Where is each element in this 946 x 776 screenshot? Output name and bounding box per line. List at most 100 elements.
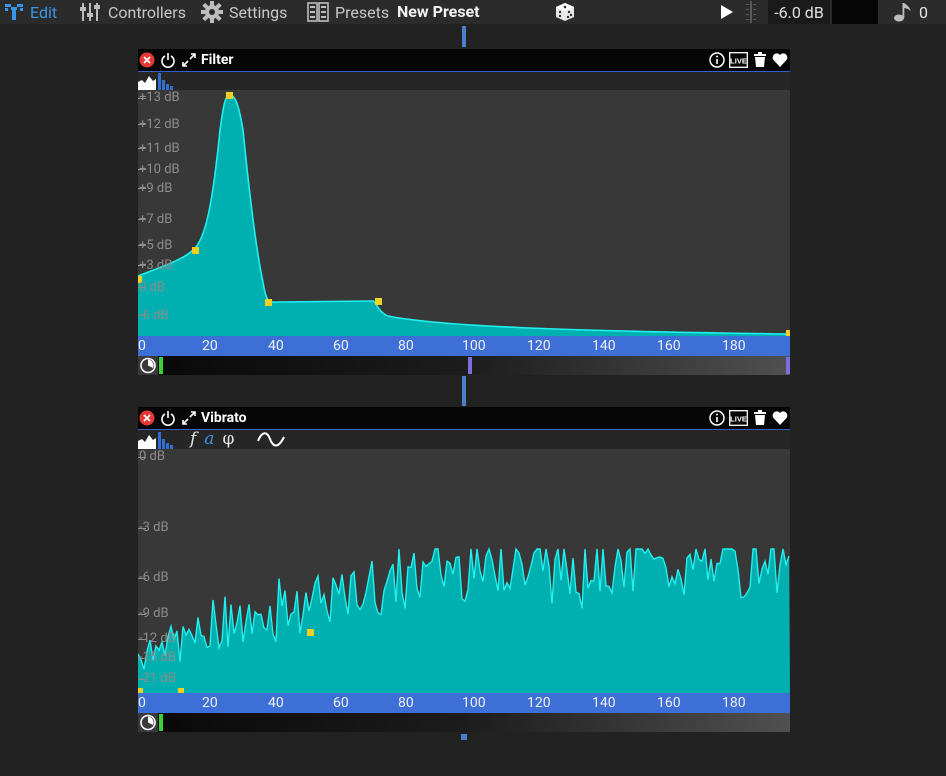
- settings-label: Settings: [229, 2, 288, 22]
- frequency-param-button[interactable]: f: [190, 429, 197, 449]
- vibrato-ytick: [138, 679, 146, 680]
- preset-name[interactable]: New Preset: [397, 2, 480, 21]
- phase-param-button[interactable]: φ: [222, 429, 235, 449]
- edit-label: Edit: [30, 2, 58, 22]
- favorite-icon[interactable]: [772, 52, 788, 68]
- expand-icon[interactable]: [181, 52, 197, 68]
- filter-curve[interactable]: [138, 90, 790, 336]
- vibrato-ytick: [138, 658, 146, 659]
- filter-ylabel: 0 dB: [139, 280, 165, 295]
- vibrato-ylabel: -21 dB: [139, 671, 176, 686]
- output-meter: [832, 0, 878, 24]
- dice-icon[interactable]: [555, 2, 575, 22]
- filter-footer[interactable]: [138, 356, 790, 375]
- close-icon[interactable]: [139, 410, 155, 426]
- chain-connector-top: [462, 26, 466, 47]
- filter-ytick: [138, 169, 146, 170]
- vibrato-curve-plot[interactable]: 0 dB -3 dB -6 dB -9 dB -12 dB -15 dB -21…: [138, 449, 790, 693]
- live-icon[interactable]: LIVE: [729, 52, 748, 68]
- filter-line: [138, 94, 790, 335]
- vibrato-ytick: [138, 457, 146, 458]
- play-icon[interactable]: [720, 4, 734, 20]
- filter-point-2[interactable]: [192, 247, 199, 254]
- gear-icon: [201, 1, 223, 23]
- close-icon[interactable]: [139, 52, 155, 68]
- vibrato-toolrow: f a φ: [138, 429, 790, 449]
- edit-tab[interactable]: Edit: [4, 0, 57, 24]
- vibrato-point-1[interactable]: [138, 688, 143, 693]
- vibrato-curve[interactable]: [138, 449, 790, 693]
- power-icon[interactable]: [160, 52, 176, 68]
- vibrato-point-3[interactable]: [307, 629, 314, 636]
- vibrato-module: Vibrato LIVE f a φ: [138, 407, 790, 733]
- vibrato-xlabel: 120: [527, 695, 551, 711]
- filter-ylabel: +12 dB: [139, 117, 180, 132]
- filter-xlabel: 20: [202, 338, 218, 354]
- trash-icon[interactable]: [752, 410, 768, 426]
- vibrato-xlabel: 180: [722, 695, 746, 711]
- filter-xlabel: 40: [268, 338, 284, 354]
- sine-wave-icon[interactable]: [256, 431, 286, 449]
- filter-point-4[interactable]: [265, 299, 272, 306]
- filter-area: [138, 95, 790, 336]
- filter-mid-marker[interactable]: [468, 357, 472, 374]
- vibrato-start-marker[interactable]: [159, 714, 163, 731]
- info-icon[interactable]: [709, 52, 725, 68]
- chain-connector-bottom[interactable]: [461, 734, 467, 740]
- filter-ytick: [138, 219, 146, 220]
- filter-module: Filter LIVE: [138, 49, 790, 376]
- vibrato-header: Vibrato LIVE: [138, 407, 790, 430]
- vibrato-ytick: [138, 639, 146, 640]
- timer-icon: [140, 714, 156, 731]
- filter-ytick: [138, 265, 146, 266]
- vibrato-xlabel: 140: [592, 695, 616, 711]
- vibrato-ytick: [138, 528, 146, 529]
- amplitude-param-button[interactable]: a: [204, 429, 215, 449]
- vibrato-param-buttons: f a φ: [190, 429, 235, 449]
- filter-point-3[interactable]: [226, 92, 233, 99]
- info-icon[interactable]: [709, 410, 725, 426]
- vibrato-xlabel: 160: [657, 695, 681, 711]
- filter-start-marker[interactable]: [159, 357, 163, 374]
- sliders-icon: [80, 3, 100, 21]
- filter-point-5[interactable]: [375, 298, 382, 305]
- chain-connector-middle: [462, 376, 466, 406]
- presets-label: Presets: [335, 2, 390, 22]
- settings-tab[interactable]: Settings: [201, 0, 287, 24]
- vibrato-point-2[interactable]: [178, 688, 184, 693]
- live-icon[interactable]: LIVE: [729, 410, 748, 426]
- filter-ylabel: +11 dB: [139, 141, 180, 156]
- filter-footer-button[interactable]: [138, 356, 158, 375]
- vibrato-xlabel: 20: [202, 695, 218, 711]
- vibrato-footer[interactable]: [138, 713, 790, 732]
- vibrato-xlabel: 0: [138, 695, 146, 711]
- vibrato-area: [138, 549, 790, 693]
- filter-point-6[interactable]: [786, 330, 790, 336]
- filter-x-axis: 0 20 40 60 80 100 120 140 160 180: [138, 336, 790, 356]
- filter-end-marker[interactable]: [786, 357, 790, 374]
- volume-meter-icon: [746, 1, 756, 23]
- controllers-label: Controllers: [108, 2, 186, 22]
- volume-readout[interactable]: -6.0 dB: [768, 0, 830, 24]
- filter-curve-plot[interactable]: +13 dB +12 dB +11 dB +10 dB +9 dB +7 dB …: [138, 90, 790, 336]
- trash-icon[interactable]: [752, 52, 768, 68]
- filter-xlabel: 60: [333, 338, 349, 354]
- note-indicator: 0: [893, 0, 928, 24]
- filter-ylabel: +9 dB: [139, 181, 173, 196]
- controllers-tab[interactable]: Controllers: [80, 0, 186, 24]
- top-toolbar: Edit Controllers Settings Presets New Pr…: [0, 0, 946, 24]
- power-icon[interactable]: [160, 410, 176, 426]
- expand-icon[interactable]: [181, 410, 197, 426]
- vibrato-ylabel: -12 dB: [139, 631, 176, 646]
- vibrato-footer-button[interactable]: [138, 713, 158, 732]
- edit-icon: [5, 4, 23, 20]
- filter-header: Filter LIVE: [138, 49, 790, 72]
- favorite-icon[interactable]: [772, 410, 788, 426]
- music-note-icon: [894, 3, 911, 22]
- presets-tab[interactable]: Presets: [307, 0, 389, 24]
- spectrum-view-icon[interactable]: [138, 430, 178, 449]
- vibrato-ylabel: -6 dB: [139, 570, 169, 585]
- filter-point-1[interactable]: [138, 276, 142, 283]
- spectrum-view-icon[interactable]: [138, 72, 178, 90]
- note-count: 0: [919, 2, 928, 22]
